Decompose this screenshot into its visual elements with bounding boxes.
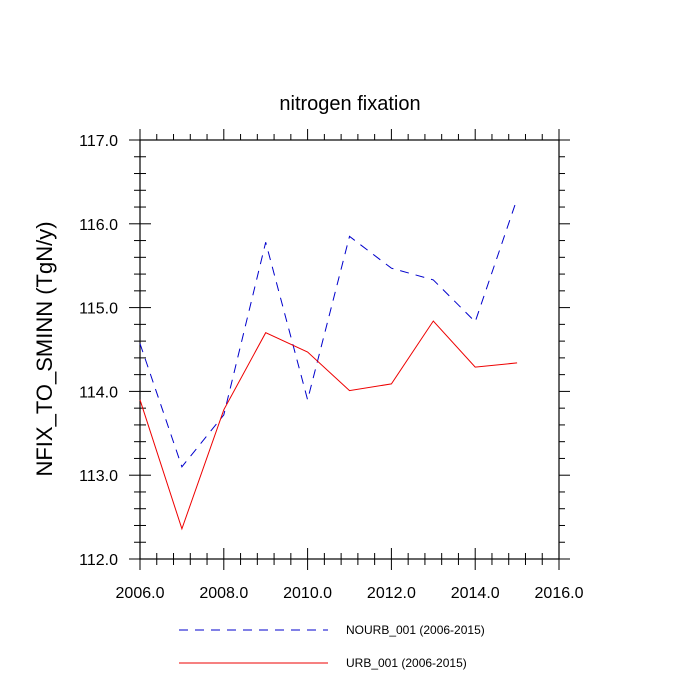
series-lines xyxy=(139,198,518,531)
y-tick-label: 113.0 xyxy=(79,468,118,485)
series-line-urb xyxy=(139,320,518,531)
y-axis-label: NFIX_TO_SMINN (TgN/y) xyxy=(32,221,57,476)
legend-label-nourb: NOURB_001 (2006-2015) xyxy=(346,623,485,637)
chart-title: nitrogen fixation xyxy=(279,93,420,115)
x-tick-label: 2010.0 xyxy=(283,585,332,602)
legend-label-urb: URB_001 (2006-2015) xyxy=(346,656,467,670)
y-tick-label: 116.0 xyxy=(79,217,118,234)
x-axis-tick-labels: 2006.0 2008.0 2010.0 2012.0 2014.0 2016.0 xyxy=(116,585,584,602)
y-axis-tick-labels: 112.0 113.0 114.0 115.0 116.0 117.0 xyxy=(79,133,118,569)
y-tick-label: 112.0 xyxy=(79,552,118,569)
minor-ticks xyxy=(134,134,565,565)
y-tick-label: 114.0 xyxy=(79,384,118,401)
plot-frame xyxy=(139,139,560,560)
legend: NOURB_001 (2006-2015) URB_001 (2006-2015… xyxy=(179,623,485,670)
y-tick-label: 117.0 xyxy=(79,133,118,150)
x-tick-label: 2014.0 xyxy=(451,585,500,602)
major-ticks xyxy=(129,129,570,570)
x-tick-label: 2006.0 xyxy=(116,585,165,602)
x-tick-label: 2008.0 xyxy=(199,585,248,602)
x-tick-label: 2012.0 xyxy=(367,585,416,602)
y-tick-label: 115.0 xyxy=(79,301,118,318)
series-line-nourb xyxy=(139,198,518,468)
x-tick-label: 2016.0 xyxy=(535,585,584,602)
